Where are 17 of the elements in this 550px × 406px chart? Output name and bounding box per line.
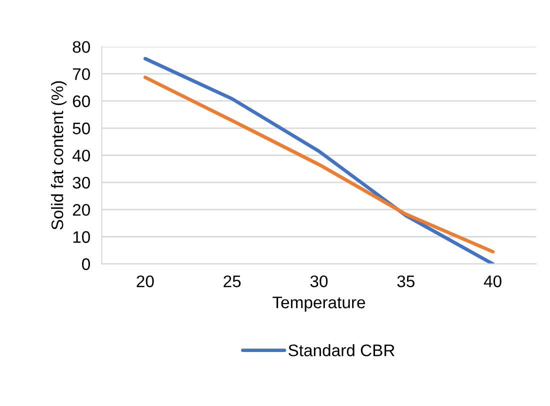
y-tick-label: 20: [72, 204, 90, 216]
y-tick-label: 80: [72, 41, 90, 53]
x-tick-label: 30: [310, 275, 328, 288]
x-tick-label: 20: [136, 275, 154, 288]
y-tick-label: 50: [72, 122, 90, 134]
legend-label: Standard CBR: [288, 344, 394, 356]
x-axis-title: Temperature: [272, 296, 366, 312]
x-tick-label: 25: [224, 275, 241, 288]
x-tick-label: 35: [397, 275, 414, 288]
y-tick-label: 60: [72, 95, 90, 108]
y-tick-label: 70: [72, 68, 90, 80]
x-tick-label: 40: [484, 275, 502, 288]
y-axis-title: Solid fat content (%): [51, 81, 67, 230]
y-tick-label: 0: [82, 258, 90, 270]
y-tick-label: 10: [73, 231, 90, 243]
y-tick-label: 40: [72, 150, 90, 162]
y-tick-label: 30: [72, 176, 90, 189]
